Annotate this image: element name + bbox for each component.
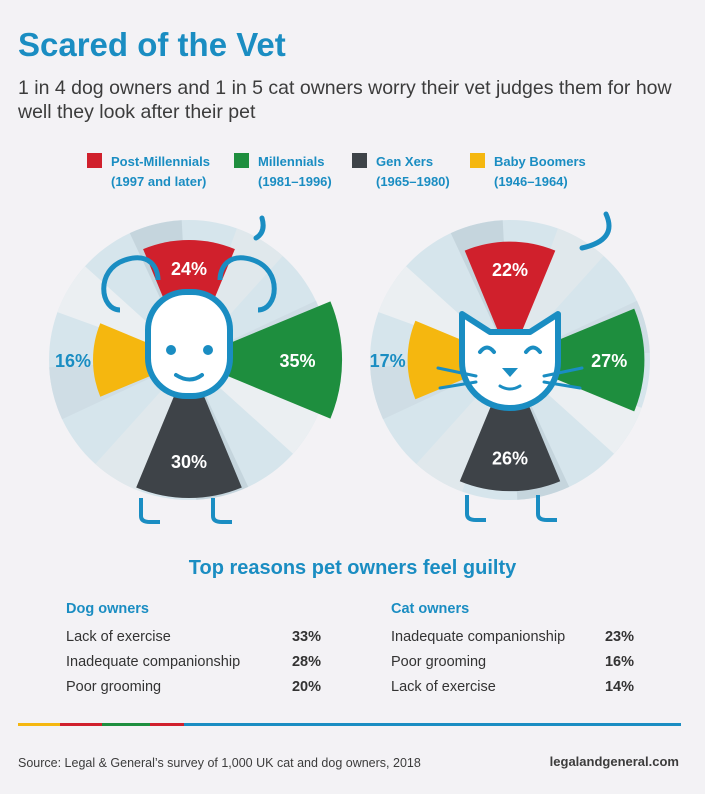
bar-baby-boomers: [407, 320, 510, 400]
dog-leg-right-icon: [211, 498, 232, 524]
dog-owners-heading: Dog owners: [66, 601, 149, 617]
cat-leg-left-icon: [465, 495, 486, 522]
data-label: 24%: [171, 259, 207, 279]
legend-label: Baby Boomers: [494, 154, 586, 169]
legend-item-gen-xers: Gen Xers (1965–1980): [352, 152, 450, 192]
footer-divider: [18, 723, 681, 726]
data-label: 22%: [492, 260, 528, 280]
data-label: 27%: [591, 351, 627, 371]
cat-whiskers-icon: [436, 366, 584, 390]
cat-face-icon: [459, 311, 561, 411]
cat-bars: [407, 241, 645, 492]
generation-charts: 24% 35% 30% 16% 22% 27% 26% 17%: [49, 211, 650, 524]
list-item: Lack of exercise 14%: [391, 675, 634, 700]
cat-value-labels: 22% 27% 26% 17%: [370, 260, 628, 469]
reason-value: 23%: [604, 629, 634, 645]
legend-swatch-gen-xers: [352, 153, 367, 168]
bar-post-millennials: [464, 241, 556, 360]
dog-owners-list: Dog owners Lack of exercise 33% Inadequat…: [66, 601, 321, 700]
legend-swatch-post-millennials: [87, 153, 102, 168]
page-title: Scared of the Vet: [18, 26, 286, 63]
data-label: 26%: [492, 449, 528, 469]
reason-value: 20%: [291, 679, 321, 695]
data-label: 30%: [171, 452, 207, 472]
legend-label: Millennials: [258, 154, 325, 169]
data-label: 17%: [370, 351, 406, 371]
legend-swatch-millennials: [234, 153, 249, 168]
legend-item-post-millennials: Post-Millennials (1997 and later): [87, 152, 210, 192]
dog-chart: 24% 35% 30% 16%: [49, 215, 343, 524]
dog-ear-left-icon: [101, 255, 161, 313]
cat-mouth-icon: [498, 384, 522, 391]
divider-segment: [102, 723, 150, 726]
dog-mouth-icon: [174, 373, 204, 382]
legend-range: (1946–1964): [494, 174, 568, 189]
reason-value: 16%: [604, 654, 634, 670]
legend-range: (1997 and later): [111, 174, 207, 189]
reason-label: Poor grooming: [66, 679, 162, 695]
list-item: Lack of exercise 33%: [66, 625, 321, 650]
reason-value: 33%: [291, 629, 321, 645]
reason-label: Lack of exercise: [391, 679, 496, 695]
cat-owners-list: Cat owners Inadequate companionship 23% P…: [391, 601, 634, 700]
reason-label: Lack of exercise: [66, 629, 171, 645]
cat-owners-heading: Cat owners: [391, 601, 470, 617]
cat-nose-icon: [502, 368, 518, 377]
dog-eye-right-icon: [203, 345, 213, 355]
list-item: Inadequate companionship 28%: [66, 650, 321, 675]
reason-label: Inadequate companionship: [391, 629, 566, 645]
dog-face-icon: [145, 289, 233, 399]
cat-chart: 22% 27% 26% 17%: [370, 211, 650, 522]
legend-item-millennials: Millennials (1981–1996): [234, 152, 332, 192]
data-label: 16%: [55, 351, 91, 371]
bar-gen-xers: [136, 360, 242, 499]
reason-label: Inadequate companionship: [66, 654, 241, 670]
divider-segment: [150, 723, 184, 726]
dog-value-labels: 24% 35% 30% 16%: [55, 259, 316, 472]
bar-millennials: [189, 301, 343, 419]
dog-eye-left-icon: [166, 345, 176, 355]
reason-value: 14%: [604, 679, 634, 695]
list-item: Poor grooming 20%: [66, 675, 321, 700]
divider-segment: [60, 723, 102, 726]
list-item: Inadequate companionship 23%: [391, 625, 634, 650]
reason-label: Poor grooming: [391, 654, 487, 670]
bar-baby-boomers: [93, 323, 189, 397]
reasons-title: Top reasons pet owners feel guilty: [188, 557, 517, 579]
legend-range: (1981–1996): [258, 174, 332, 189]
legend-label: Gen Xers: [376, 154, 434, 169]
legend-range: (1965–1980): [376, 174, 450, 189]
cat-tail-icon: [579, 211, 612, 251]
reason-value: 28%: [291, 654, 321, 670]
dog-ear-right-icon: [217, 255, 277, 313]
divider-segment: [18, 723, 60, 726]
brand-link[interactable]: legalandgeneral.com: [549, 754, 679, 769]
dog-leg-left-icon: [139, 498, 160, 524]
bar-gen-xers: [459, 360, 561, 492]
cat-eye-left-icon: [478, 345, 496, 354]
dog-tail-icon: [253, 215, 266, 241]
bar-millennials: [510, 308, 645, 412]
cat-eye-right-icon: [524, 345, 542, 354]
data-label: 35%: [279, 351, 315, 371]
legend-swatch-baby-boomers: [470, 153, 485, 168]
cat-leg-right-icon: [536, 495, 557, 522]
page-subtitle: 1 in 4 dog owners and 1 in 5 cat owners …: [18, 77, 672, 123]
legend-item-baby-boomers: Baby Boomers (1946–1964): [470, 152, 586, 192]
legend-label: Post-Millennials: [111, 154, 210, 169]
list-item: Poor grooming 16%: [391, 650, 634, 675]
source-note: Source: Legal & General’s survey of 1,00…: [18, 756, 421, 770]
